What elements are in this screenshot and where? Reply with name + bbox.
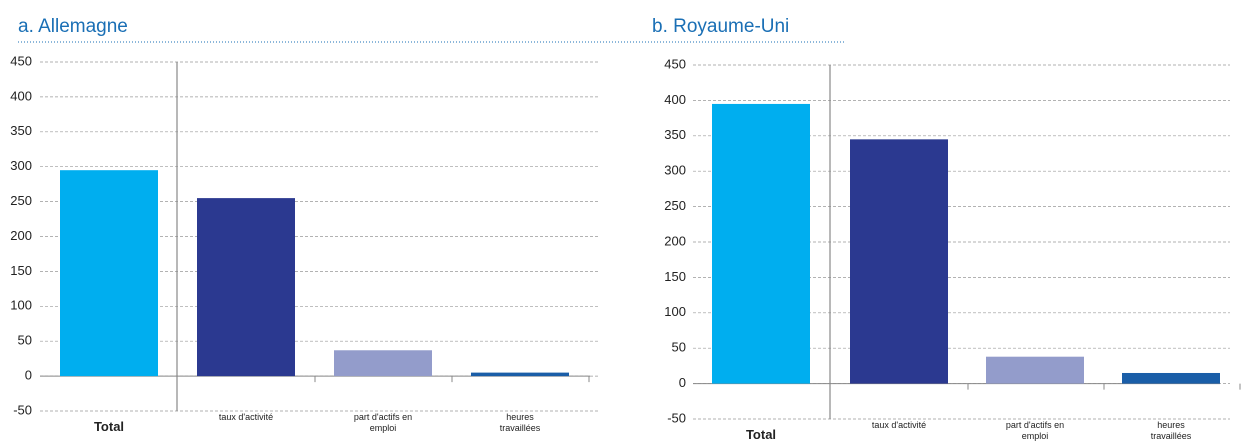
y-tick-label: 150 — [664, 269, 686, 284]
y-tick-label: 250 — [10, 193, 32, 208]
x-tick-label: Total — [93, 419, 125, 434]
bar — [712, 103, 810, 384]
y-tick-label: -50 — [13, 402, 32, 417]
chart-title: b. Royaume-Uni — [652, 16, 789, 37]
y-tick-label: -50 — [667, 410, 686, 425]
bar — [850, 139, 948, 384]
x-tick-label: Total — [745, 427, 777, 442]
x-tick-label: taux d'activité — [871, 420, 927, 430]
bar — [197, 198, 295, 377]
y-tick-label: 50 — [18, 333, 32, 348]
y-tick-label: 450 — [10, 53, 32, 68]
y-tick-label: 350 — [664, 127, 686, 142]
y-tick-label: 200 — [10, 228, 32, 243]
y-tick-label: 200 — [664, 233, 686, 248]
bar — [986, 356, 1084, 384]
bar — [1122, 372, 1220, 384]
bar — [471, 372, 569, 377]
y-tick-label: 150 — [10, 263, 32, 278]
y-tick-label: 100 — [10, 298, 32, 313]
y-tick-label: 350 — [10, 123, 32, 138]
y-tick-label: 250 — [664, 198, 686, 213]
y-tick-label: 300 — [664, 163, 686, 178]
y-tick-label: 450 — [664, 56, 686, 71]
bar — [334, 350, 432, 377]
x-tick-label: taux d'activité — [218, 412, 274, 422]
y-tick-label: 300 — [10, 158, 32, 173]
y-tick-label: 400 — [664, 92, 686, 107]
x-tick-label: part d'actifs en emploi — [1005, 420, 1065, 441]
x-tick-label: heures travaillées — [499, 412, 541, 433]
bar — [60, 170, 158, 377]
chart-title: a. Allemagne — [18, 16, 128, 37]
y-tick-label: 0 — [679, 375, 686, 390]
y-tick-label: 50 — [672, 340, 686, 355]
y-tick-label: 0 — [25, 368, 32, 383]
x-tick-label: part d'actifs en emploi — [353, 412, 413, 433]
y-tick-label: 400 — [10, 88, 32, 103]
y-tick-label: 100 — [664, 304, 686, 319]
x-tick-label: heures travaillées — [1150, 420, 1192, 441]
